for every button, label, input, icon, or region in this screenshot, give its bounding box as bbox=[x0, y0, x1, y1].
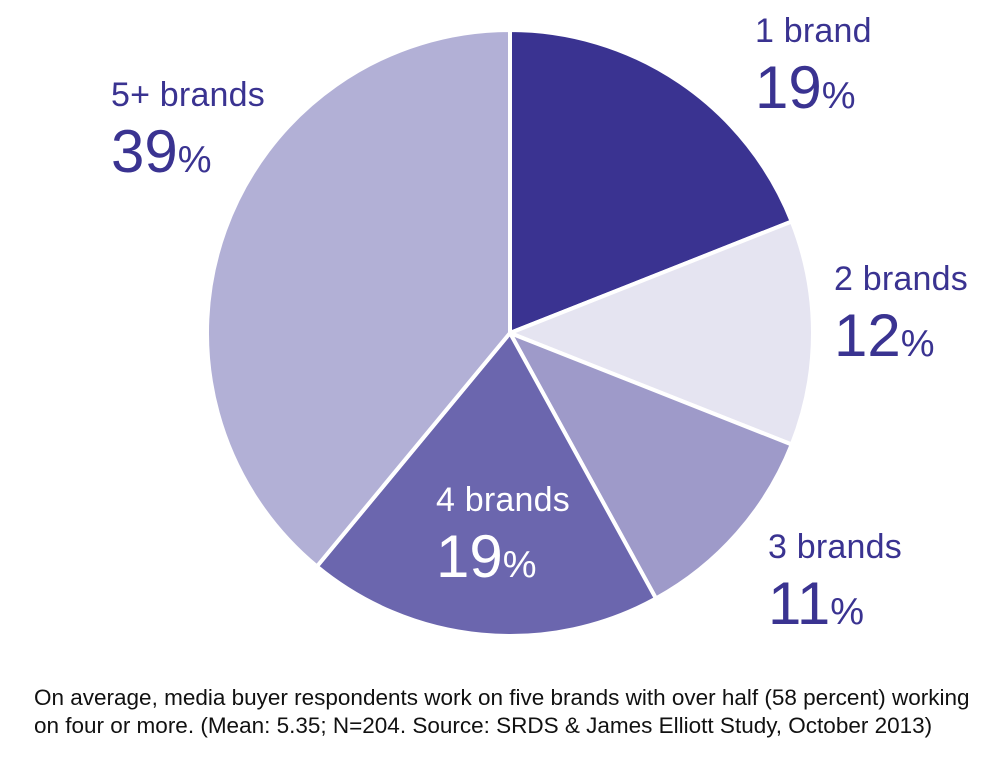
slice-name: 1 brand bbox=[755, 12, 872, 50]
slice-percent-number: 19 bbox=[755, 54, 822, 121]
slice-label-2-brands: 2 brands 12% bbox=[834, 262, 968, 366]
slice-label-4-brands: 4 brands 19% bbox=[436, 483, 570, 587]
pie-chart: 1 brand 19% 2 brands 12% 3 brands 11% 4 … bbox=[111, 14, 968, 638]
slice-percent-number: 19 bbox=[436, 523, 503, 590]
pie-slice-5-plus-brands bbox=[205, 27, 512, 570]
pie-chart-svg bbox=[205, 27, 815, 638]
slice-percent-sign: % bbox=[821, 75, 856, 117]
slice-name: 2 brands bbox=[834, 260, 968, 298]
slice-name: 4 brands bbox=[436, 481, 570, 519]
slice-label-1-brand: 1 brand 19% bbox=[755, 14, 872, 118]
slice-percent: 11% bbox=[768, 574, 902, 634]
slice-percent-sign: % bbox=[830, 591, 865, 633]
slice-name: 5+ brands bbox=[111, 76, 265, 114]
slice-name: 3 brands bbox=[768, 528, 902, 566]
slice-percent-number: 11 bbox=[768, 570, 831, 637]
slice-percent: 12% bbox=[834, 306, 968, 366]
slice-percent-sign: % bbox=[177, 139, 212, 181]
slice-percent: 19% bbox=[755, 58, 872, 118]
chart-caption: On average, media buyer respondents work… bbox=[34, 685, 970, 738]
slice-percent-sign: % bbox=[502, 544, 537, 586]
pie-slice-4-brands bbox=[314, 329, 659, 638]
slice-percent-sign: % bbox=[900, 323, 935, 365]
slice-label-3-brands: 3 brands 11% bbox=[768, 530, 902, 634]
slice-percent-number: 39 bbox=[111, 118, 178, 185]
slice-percent-number: 12 bbox=[834, 302, 901, 369]
slice-percent: 19% bbox=[436, 527, 570, 587]
slice-label-5-plus-brands: 5+ brands 39% bbox=[111, 78, 265, 182]
slice-percent: 39% bbox=[111, 122, 265, 182]
pie-slice-1-brand bbox=[508, 27, 795, 336]
pie-slice-2-brands bbox=[504, 218, 815, 448]
pie-slice-3-brands bbox=[505, 329, 795, 602]
